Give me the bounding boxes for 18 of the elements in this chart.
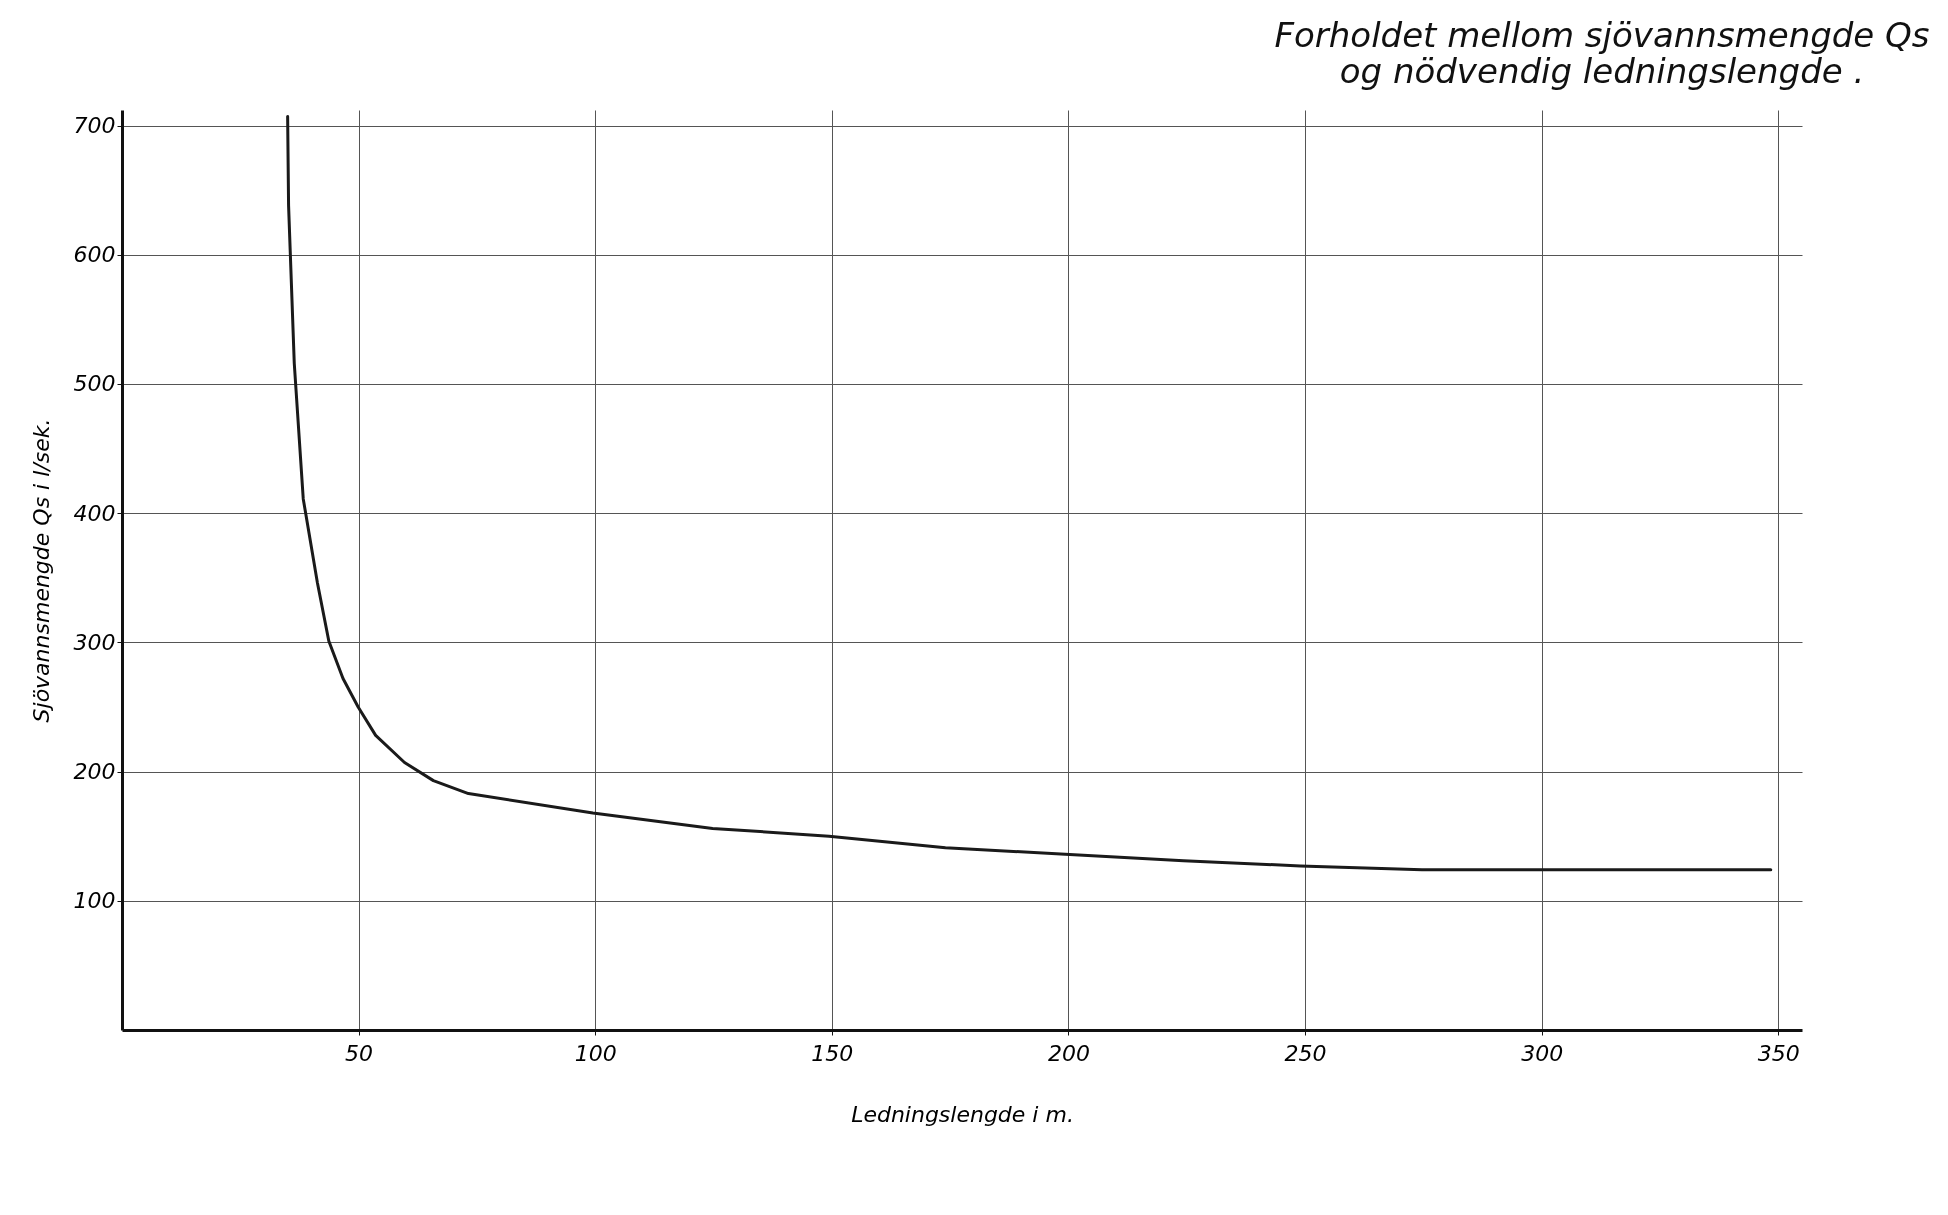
x-tick-label: 250 <box>1284 1040 1327 1066</box>
y-tick-label: 300 <box>73 629 116 655</box>
x-tick-label: 50 <box>345 1040 374 1066</box>
y-tick-label: 200 <box>73 759 116 785</box>
x-tick-label: 300 <box>1521 1040 1564 1066</box>
y-tick-label: 700 <box>73 113 116 139</box>
chart-title: Forholdet mellom sjövannsmengde Qs og nödvendig ledningslengde . <box>1274 15 1930 91</box>
x-tick-label: 350 <box>1757 1040 1800 1066</box>
x-axis-title: Ledningslengde i m. <box>851 1101 1074 1127</box>
x-tick-label: 100 <box>574 1040 617 1066</box>
x-tick-label: 150 <box>811 1040 854 1066</box>
y-tick-label: 600 <box>73 242 116 268</box>
y-axis-title: Sjövannsmengde Qs i l/sek. <box>28 418 54 723</box>
y-tick-label: 400 <box>73 500 116 526</box>
y-tick-label: 100 <box>73 888 116 914</box>
y-tick-label: 500 <box>73 371 116 397</box>
x-tick-label: 200 <box>1047 1040 1090 1066</box>
line-series <box>286 114 1773 872</box>
